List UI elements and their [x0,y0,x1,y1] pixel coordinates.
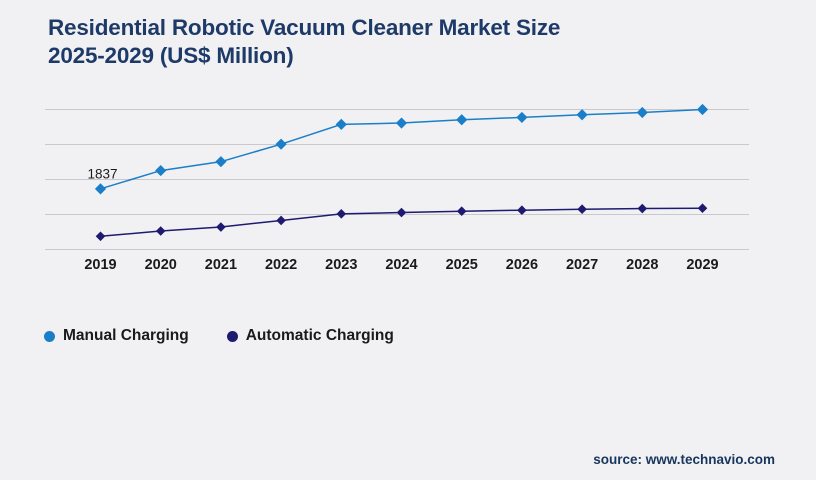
x-axis-label: 2019 [84,257,116,273]
series-marker-manual-charging [696,103,709,116]
series-marker-manual-charging [516,111,528,124]
legend-label: Manual Charging [63,327,189,344]
data-label-1837: 1837 [87,166,117,181]
series-marker-manual-charging [215,156,227,168]
series-marker-automatic-charging [577,204,587,215]
x-axis-label: 2022 [265,257,297,273]
series-marker-automatic-charging [155,226,166,236]
x-axis-label: 2021 [205,257,237,273]
series-marker-automatic-charging [336,209,347,219]
series-marker-automatic-charging [697,203,708,214]
chart-title-line2: 2025-2029 (US$ Million) [48,43,294,68]
series-marker-manual-charging [636,106,648,119]
legend: Manual Charging Automatic Charging [44,327,394,345]
x-axis-label: 2024 [385,257,417,273]
x-axis-label: 2028 [626,257,658,273]
legend-item-automatic-charging: Automatic Charging [226,327,394,345]
series-marker-automatic-charging [456,206,467,216]
series-marker-manual-charging [456,114,468,126]
legend-label: Automatic Charging [245,327,394,344]
x-axis-label: 2026 [506,257,538,273]
series-marker-manual-charging [94,183,107,195]
x-axis-label: 2023 [325,257,357,273]
chart-svg: 1837 2019 2020 2021 2022 2023 2024 2025 2026 2027… [45,103,749,273]
legend-marker-manual-charging-icon [44,330,55,342]
x-axis-label: 2020 [145,257,177,273]
series-marker-automatic-charging [276,215,286,226]
series-marker-manual-charging [335,118,347,130]
chart-title-line1: Residential Robotic Vacuum Cleaner Marke… [48,15,561,40]
series-marker-automatic-charging [637,203,648,214]
series-marker-automatic-charging [95,231,106,242]
legend-item-manual-charging: Manual Charging [44,327,189,345]
series-marker-manual-charging [576,109,588,121]
series-marker-automatic-charging [517,205,527,216]
x-axis-label: 2029 [686,257,718,273]
x-axis-label: 2027 [566,257,598,273]
x-axis-label: 2025 [446,257,478,273]
chart-title: Residential Robotic Vacuum Cleaner Marke… [48,14,748,70]
legend-marker-automatic-charging-icon [226,330,238,342]
series-marker-manual-charging [395,117,408,129]
source-attribution: source: www.technavio.com [593,452,775,467]
series-marker-automatic-charging [216,222,226,232]
series-marker-manual-charging [275,138,287,150]
series-marker-manual-charging [155,164,167,177]
series-marker-automatic-charging [396,207,407,218]
